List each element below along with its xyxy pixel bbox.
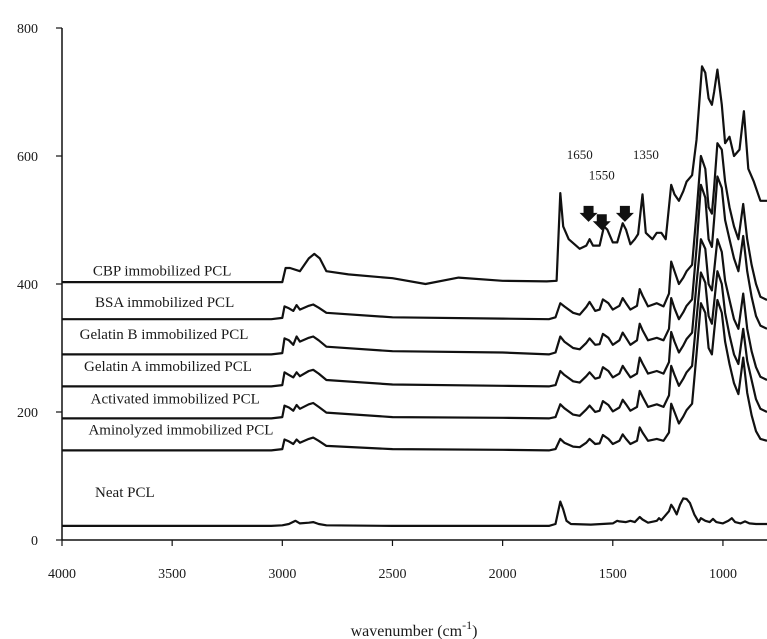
series-group [62,65,767,527]
x-tick-label: 1000 [709,567,737,582]
x-tick-label: 4000 [48,567,76,582]
y-tick-label: 800 [17,22,38,37]
series-label-2: Gelatin B immobilized PCL [80,327,249,343]
x-tick-label: 3500 [158,567,186,582]
x-tick-label: 1500 [599,567,627,582]
series-line-2 [62,175,767,356]
x-axis-label-end: ) [472,623,477,639]
series-line-1 [62,142,767,321]
series-label-0: CBP immobilized PCL [93,264,232,280]
annotations: 1650 1550 1350 [567,147,659,231]
series-label-3: Gelatin A immobilized PCL [84,359,252,375]
down-arrow-icon [615,205,634,222]
series-line-4 [62,270,767,420]
down-arrow-icon [592,214,611,231]
peak-annotation-2: 1350 [633,147,659,162]
series-label-5: Aminolyzed immobilized PCL [88,422,273,438]
series-line-3 [62,238,767,388]
x-tick-label: 3000 [268,567,296,582]
series-line-0 [62,65,767,286]
y-tick-label: 400 [17,278,38,293]
peak-annotation-1: 1550 [589,168,615,183]
y-tick-label: 0 [31,534,38,549]
x-axis-label-base: wavenumber (cm [351,623,463,639]
y-tick-label: 600 [17,150,38,165]
down-arrow-icon [579,205,598,222]
series-line-6 [62,497,767,527]
x-axis-label: wavenumber (cm-1) [351,618,478,639]
x-axis-label-superscript: -1 [462,618,472,632]
series-label-4: Activated immobilized PCL [91,392,260,408]
x-tick-label: 2500 [378,567,406,582]
axes: 0 200 400 600 800 4000 3500 3000 2500 2000 1500 100… [17,22,767,582]
y-tick-label: 200 [17,406,38,421]
peak-annotation-0: 1650 [567,147,593,162]
x-tick-label: 2000 [489,567,517,582]
series-label-6: Neat PCL [95,485,155,501]
series-line-5 [62,298,767,452]
series-label-1: BSA immobilized PCL [95,295,234,311]
series-labels: CBP immobilized PCL BSA immobilized PCL Ge… [80,264,274,501]
